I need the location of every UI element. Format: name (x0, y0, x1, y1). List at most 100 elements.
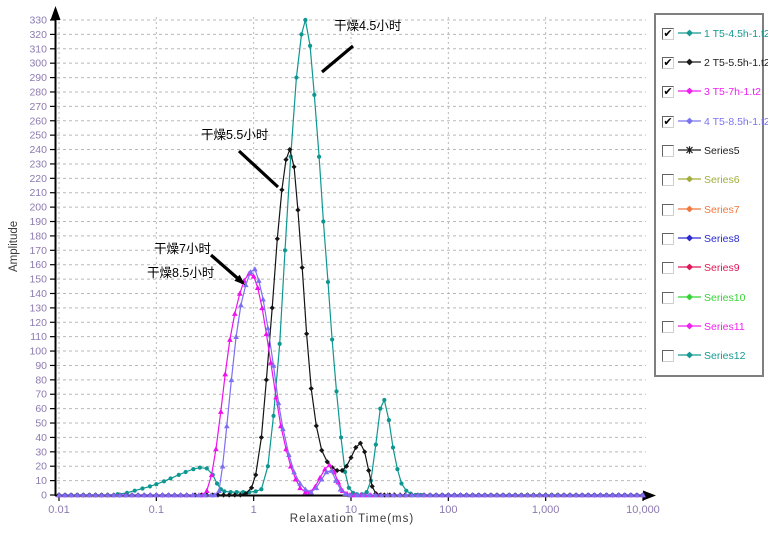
svg-text:0: 0 (41, 490, 47, 502)
legend-item-label: 4 T5-8.5h-1.t2 (704, 115, 768, 128)
svg-text:40: 40 (35, 432, 47, 444)
legend-item-9[interactable]: Series9 (662, 261, 762, 275)
series-marker-icon (677, 171, 702, 189)
legend-checkbox[interactable] (662, 320, 674, 333)
legend-item-2[interactable]: ✔ 2 T5-5.5h-1.t2 (662, 54, 768, 72)
legend-item-label: Series11 (704, 320, 745, 333)
legend-checkbox[interactable] (662, 174, 674, 187)
svg-text:10,000: 10,000 (626, 504, 660, 516)
svg-text:0.01: 0.01 (48, 504, 69, 516)
svg-text:170: 170 (29, 245, 47, 257)
legend-item-label: 3 T5-7h-1.t2 (704, 86, 762, 99)
legend-item-1[interactable]: ✔ 1 T5-4.5h-1.t2 (662, 27, 768, 41)
legend-item-3[interactable]: ✔ 3 T5-7h-1.t2 (662, 85, 762, 99)
svg-text:250: 250 (29, 130, 47, 142)
svg-text:270: 270 (29, 101, 47, 113)
svg-text:190: 190 (29, 216, 47, 228)
legend-item-12[interactable]: Series12 (662, 349, 762, 363)
annotation-label: 干燥5.5小时 (201, 128, 269, 142)
svg-text:120: 120 (29, 317, 47, 329)
series-marker-icon (677, 259, 702, 277)
legend-checkbox[interactable]: ✔ (662, 27, 674, 40)
svg-text:70: 70 (35, 389, 47, 401)
legend-item-label: Series10 (704, 291, 746, 304)
annotation-label: 干燥4.5小时 (334, 19, 402, 33)
legend-item-8[interactable]: Series8 (662, 232, 762, 246)
svg-text:300: 300 (29, 58, 47, 70)
svg-text:260: 260 (29, 115, 47, 127)
gridlines (57, 17, 646, 494)
legend-checkbox[interactable] (662, 262, 674, 275)
svg-text:180: 180 (29, 230, 47, 242)
series-marker-icon (677, 54, 702, 72)
y-axis-title: Amplitude (8, 221, 20, 272)
legend-checkbox[interactable] (662, 350, 674, 363)
svg-text:0.1: 0.1 (149, 504, 164, 516)
legend-item-5[interactable]: Series5 (662, 144, 762, 158)
svg-text:200: 200 (29, 202, 47, 214)
svg-text:290: 290 (29, 72, 47, 84)
svg-text:1,000: 1,000 (532, 504, 560, 516)
series-marker-icon (677, 201, 702, 219)
svg-text:110: 110 (30, 331, 47, 343)
x-axis-title: Relaxation Time(ms) (290, 513, 414, 525)
svg-text:310: 310 (29, 43, 47, 55)
legend-checkbox[interactable] (662, 291, 674, 304)
legend-item-label: Series7 (704, 203, 740, 216)
svg-text:10: 10 (35, 475, 47, 487)
svg-text:60: 60 (35, 403, 47, 415)
series-marker-icon (677, 347, 702, 365)
annotation-label: 干燥7小时 (154, 242, 211, 256)
svg-text:220: 220 (29, 173, 47, 185)
series-marker-icon (677, 113, 702, 131)
legend-checkbox[interactable]: ✔ (662, 56, 674, 69)
annotation-label: 干燥8.5小时 (147, 266, 215, 280)
axes (50, 6, 656, 501)
svg-text:30: 30 (35, 446, 47, 458)
svg-text:80: 80 (35, 374, 47, 386)
legend-panel: ✔ 1 T5-4.5h-1.t2 ✔ 2 T5-5.5h-1.t2 ✔ 3 T5… (654, 13, 768, 377)
annotation-arrow-head (234, 274, 246, 285)
legend-item-label: Series9 (704, 262, 740, 275)
annotation-arrow-line (320, 44, 355, 74)
legend-item-label: 2 T5-5.5h-1.t2 (704, 56, 768, 69)
legend-checkbox[interactable] (662, 232, 674, 245)
svg-text:100: 100 (439, 504, 457, 516)
svg-text:280: 280 (29, 86, 47, 98)
series-marker-icon (677, 318, 702, 336)
series-marker-icon (677, 230, 702, 248)
svg-text:330: 330 (29, 15, 47, 27)
legend-checkbox[interactable]: ✔ (662, 86, 674, 99)
series-marker-icon (677, 83, 702, 101)
series-marker-icon (677, 142, 702, 160)
svg-text:50: 50 (35, 418, 47, 430)
legend-item-label: Series12 (704, 350, 746, 363)
svg-text:10: 10 (345, 504, 357, 516)
legend-item-label: 1 T5-4.5h-1.t2 (704, 27, 768, 40)
y-axis-ticks: 0 10 20 30 40 50 60 70 80 90 100 110 120 130 140 150 160… (29, 15, 56, 502)
series-marker-icon (677, 289, 702, 307)
svg-text:20: 20 (35, 461, 47, 473)
legend-item-11[interactable]: Series11 (662, 320, 762, 334)
svg-text:100: 100 (29, 346, 47, 358)
svg-text:90: 90 (35, 360, 47, 372)
svg-text:210: 210 (29, 187, 47, 199)
legend-item-7[interactable]: Series7 (662, 203, 762, 217)
x-axis-ticks: 0.01 0.1 1 10 100 1,000 10,000 (48, 495, 660, 516)
legend-checkbox[interactable] (662, 144, 674, 157)
svg-text:320: 320 (29, 29, 47, 41)
legend-item-4[interactable]: ✔ 4 T5-8.5h-1.t2 (662, 113, 768, 131)
svg-text:160: 160 (29, 259, 47, 271)
svg-text:140: 140 (29, 288, 47, 300)
legend-checkbox[interactable] (662, 203, 674, 216)
legend-checkbox[interactable]: ✔ (662, 115, 674, 128)
svg-text:150: 150 (29, 274, 47, 286)
svg-text:240: 240 (29, 144, 47, 156)
svg-text:230: 230 (29, 158, 47, 170)
legend-item-10[interactable]: Series10 (662, 291, 762, 305)
svg-text:1: 1 (251, 504, 257, 516)
legend-item-6[interactable]: Series6 (662, 173, 762, 187)
